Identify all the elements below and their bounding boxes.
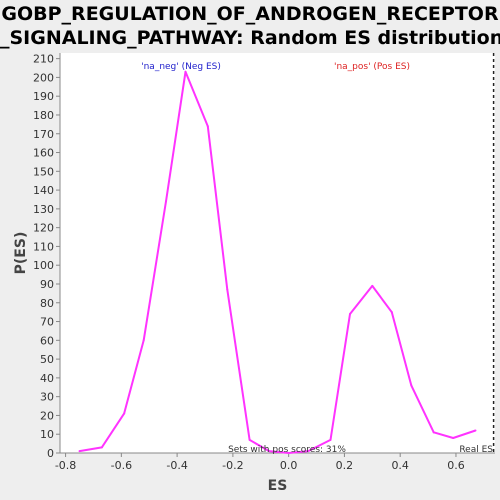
x-tick-label: 0.4 — [391, 459, 409, 472]
x-tick-label: 0.6 — [447, 459, 465, 472]
y-tick-label: 140 — [33, 184, 54, 197]
y-tick-label: 150 — [33, 165, 54, 178]
data-point — [329, 438, 332, 441]
x-tick-label: -0.6 — [111, 459, 132, 472]
y-tick-label: 190 — [33, 90, 54, 103]
axes: 0 10 20 30 40 50 60 70 80 90 100 110 120 130 140 150 160… — [33, 53, 495, 472]
y-tick-label: 50 — [40, 353, 54, 366]
y-tick-label: 180 — [33, 109, 54, 122]
chart-title-line1: GOBP_REGULATION_OF_ANDROGEN_RECEPTOR — [1, 3, 499, 25]
data-point — [226, 288, 229, 291]
y-tick-label: 200 — [33, 71, 54, 84]
y-tick-label: 210 — [33, 53, 54, 66]
data-point — [100, 446, 103, 449]
data-point — [287, 452, 290, 454]
data-point — [371, 284, 374, 287]
data-point — [410, 384, 413, 387]
y-tick-label: 10 — [40, 428, 54, 441]
data-point — [307, 450, 310, 453]
y-tick-label: 100 — [33, 259, 54, 272]
neg-es-label: 'na_neg' (Neg ES) — [141, 62, 221, 72]
y-tick-label: 120 — [33, 222, 54, 235]
data-point — [206, 125, 209, 128]
y-tick-label: 80 — [40, 297, 54, 310]
x-tick-label: -0.2 — [222, 459, 243, 472]
y-tick-label: 20 — [40, 409, 54, 422]
y-tick-label: 60 — [40, 334, 54, 347]
y-tick-label: 110 — [33, 240, 54, 253]
data-point — [123, 412, 126, 415]
data-point — [184, 70, 187, 73]
data-point — [164, 200, 167, 203]
series-marks — [78, 70, 477, 454]
x-tick-label: 0.0 — [280, 459, 298, 472]
y-tick-label: 130 — [33, 203, 54, 216]
y-tick-label: 0 — [47, 447, 54, 460]
real-es-label: Real ES — [459, 445, 493, 455]
pos-es-label: 'na_pos' (Pos ES) — [334, 62, 410, 72]
plot-area — [60, 53, 495, 453]
y-tick-label: 70 — [40, 316, 54, 329]
data-point — [248, 438, 251, 441]
y-tick-label: 90 — [40, 278, 54, 291]
x-tick-label: -0.4 — [166, 459, 187, 472]
data-point — [78, 450, 81, 453]
y-tick-label: 30 — [40, 391, 54, 404]
y-tick-label: 40 — [40, 372, 54, 385]
x-tick-label: 0.2 — [336, 459, 354, 472]
data-point — [268, 450, 271, 453]
data-point — [474, 429, 477, 432]
data-point — [452, 436, 455, 439]
sets-pos-scores-note: Sets with pos scores: 31% — [228, 445, 346, 455]
data-point — [142, 339, 145, 342]
data-point — [390, 311, 393, 314]
y-tick-label: 170 — [33, 128, 54, 141]
series-line — [79, 70, 476, 454]
x-tick-label: -0.8 — [55, 459, 76, 472]
x-axis-title: ES — [268, 478, 288, 494]
y-axis-title: P(ES) — [13, 232, 29, 275]
chart-title-line2: _SIGNALING_PATHWAY: Random ES distributi… — [0, 27, 500, 49]
y-tick-label: 160 — [33, 147, 54, 160]
data-point — [349, 313, 351, 316]
data-point — [432, 431, 435, 434]
